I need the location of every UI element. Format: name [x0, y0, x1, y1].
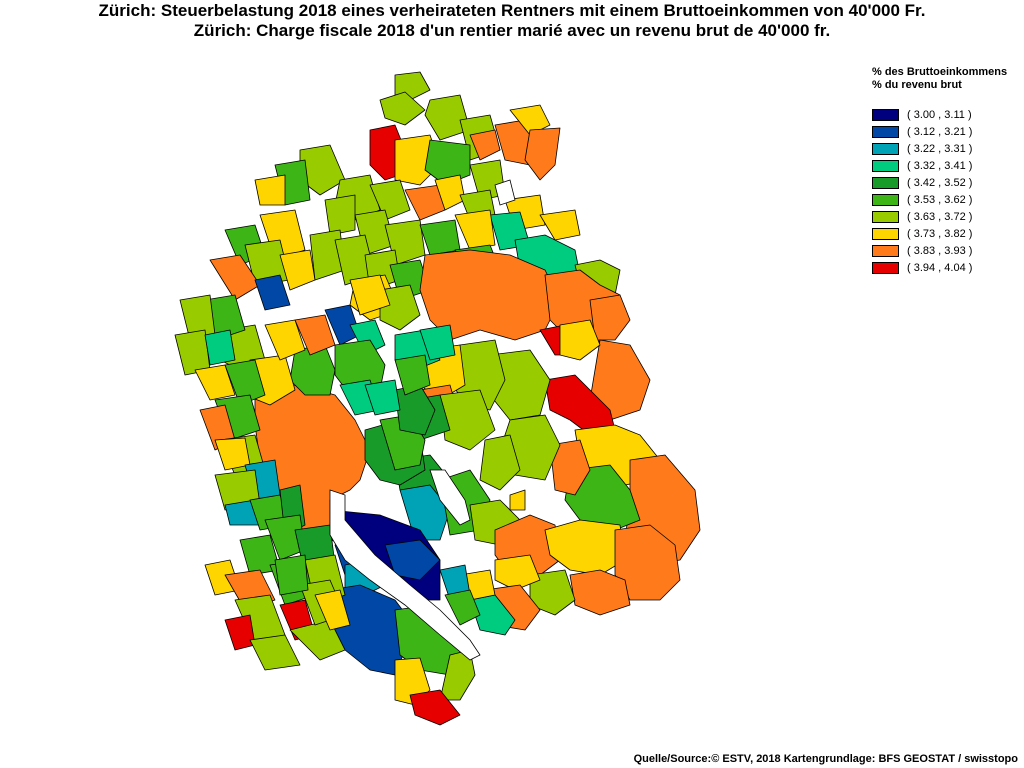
lake-layer: [329, 179, 516, 661]
municipality-area: [454, 209, 496, 251]
legend-swatch: [872, 244, 899, 257]
municipality-area: [544, 519, 626, 576]
municipality-area: [549, 439, 591, 496]
municipality-area: [564, 464, 641, 531]
municipality-area: [424, 94, 471, 141]
legend-item: ( 3.22 , 3.31 ): [872, 140, 1007, 157]
municipality-area: [194, 364, 236, 401]
municipality-area: [254, 174, 286, 206]
legend-label: ( 3.42 , 3.52 ): [907, 176, 973, 189]
legend-item: ( 3.42 , 3.52 ): [872, 174, 1007, 191]
municipality-area: [264, 319, 306, 361]
legend-item: ( 3.83 , 3.93 ): [872, 242, 1007, 259]
legend-swatch: [872, 193, 899, 206]
municipality-area: [539, 209, 581, 241]
municipality-area: [369, 179, 411, 221]
legend-label: ( 3.94 , 4.04 ): [907, 261, 973, 274]
legend-label: ( 3.22 , 3.31 ): [907, 142, 973, 155]
municipality-area: [589, 294, 631, 341]
municipality-area: [324, 194, 356, 236]
municipality-area: [204, 329, 236, 366]
municipality-area: [419, 324, 456, 361]
municipality-area: [349, 274, 391, 316]
legend-label: ( 3.63 , 3.72 ): [907, 210, 973, 223]
legend-label: ( 3.32 , 3.41 ): [907, 159, 973, 172]
legend-swatch: [872, 227, 899, 240]
map-title-french: Zürich: Charge fiscale 2018 d'un rentier…: [193, 21, 831, 40]
municipality-area: [509, 104, 551, 136]
legend-item: ( 3.53 , 3.62 ): [872, 191, 1007, 208]
municipality-area: [384, 539, 441, 581]
municipality-area: [279, 249, 316, 291]
greifensee-lake: [429, 469, 471, 526]
legend-item: ( 3.12 , 3.21 ): [872, 123, 1007, 140]
municipality-area: [224, 359, 266, 406]
legend-item: ( 3.32 , 3.41 ): [872, 157, 1007, 174]
municipality-area: [559, 319, 601, 361]
legend-label: ( 3.83 , 3.93 ): [907, 244, 973, 257]
legend-label: ( 3.12 , 3.21 ): [907, 125, 973, 138]
source-credit: Quelle/Source:© ESTV, 2018 Kartengrundla…: [633, 753, 1018, 765]
legend-swatch: [872, 261, 899, 274]
legend-item: ( 3.94 , 4.04 ): [872, 259, 1007, 276]
legend-item: ( 3.00 , 3.11 ): [872, 106, 1007, 123]
legend-swatch: [872, 210, 899, 223]
legend-list: ( 3.00 , 3.11 ) ( 3.12 , 3.21 ) ( 3.22 , 3…: [872, 106, 1007, 276]
legend-label: ( 3.53 , 3.62 ): [907, 193, 973, 206]
municipality-area: [394, 354, 431, 396]
legend-swatch: [872, 176, 899, 189]
municipality-area: [379, 91, 426, 126]
legend-item: ( 3.73 , 3.82 ): [872, 225, 1007, 242]
municipality-area: [494, 554, 541, 591]
municipality-area: [254, 274, 291, 311]
municipality-area: [224, 614, 256, 651]
municipality-area: [364, 379, 401, 416]
legend-label: ( 3.00 , 3.11 ): [907, 108, 972, 121]
municipality-area: [419, 219, 461, 256]
legend-swatch: [872, 125, 899, 138]
municipality-area: [509, 489, 526, 511]
municipality-area: [569, 569, 631, 616]
municipality-area: [274, 554, 309, 596]
municipality-layer: [174, 71, 701, 726]
legend: % des Bruttoeinkommens % du revenu brut …: [872, 66, 1007, 276]
legend-swatch: [872, 108, 899, 121]
municipality-area: [294, 314, 336, 356]
map-title-german: Zürich: Steuerbelastung 2018 eines verhe…: [98, 1, 926, 20]
municipality-area: [409, 689, 461, 726]
legend-label: ( 3.73 , 3.82 ): [907, 227, 973, 240]
municipality-area: [444, 589, 481, 626]
legend-swatch: [872, 142, 899, 155]
zurich-lake: [329, 489, 481, 661]
municipality-area: [524, 127, 561, 181]
municipality-area: [314, 589, 351, 631]
municipality-area: [469, 129, 501, 161]
municipality-area: [249, 634, 301, 671]
municipality-area: [379, 284, 421, 331]
municipality-area: [589, 339, 651, 421]
municipality-area: [419, 249, 561, 341]
legend-item: ( 3.63 , 3.72 ): [872, 208, 1007, 225]
legend-title-german: % des Bruttoeinkommens: [872, 66, 1008, 78]
legend-swatch: [872, 159, 899, 172]
pfaffikersee-lake: [494, 179, 516, 206]
legend-title-french: % du revenu brut: [872, 79, 962, 91]
municipality-area: [439, 389, 496, 451]
municipality-area: [479, 434, 521, 491]
